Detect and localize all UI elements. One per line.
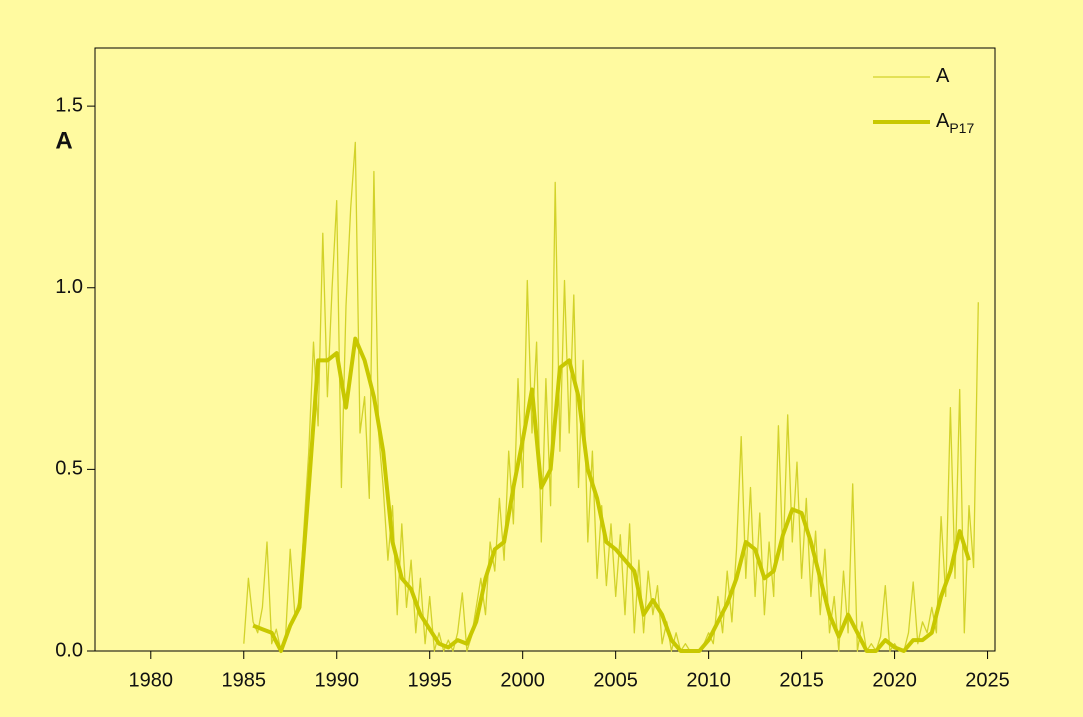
y-tick-label: 1.0 — [55, 276, 83, 298]
series-line — [252, 336, 971, 653]
y-tick-label: 1.5 — [55, 94, 83, 116]
y-axis-label: A — [55, 127, 72, 154]
x-tick-label: 2025 — [965, 669, 1010, 691]
legend-label: A — [936, 65, 950, 87]
x-tick-label: 2010 — [686, 669, 731, 691]
x-tick-label: 2020 — [872, 669, 917, 691]
legend-name: A — [936, 65, 950, 87]
legend-name: A — [936, 110, 950, 132]
x-tick-label: 2015 — [779, 669, 824, 691]
legend-label: AP17 — [936, 110, 974, 135]
y-tick-label: 0.0 — [55, 639, 83, 661]
x-tick-label: 1990 — [314, 669, 359, 691]
plot-frame — [94, 47, 996, 652]
y-tick-label: 0.5 — [55, 458, 83, 480]
x-tick-label: 1985 — [222, 669, 267, 691]
x-tick-label: 1995 — [407, 669, 452, 691]
series-line — [243, 141, 979, 652]
x-tick-label: 2000 — [500, 669, 545, 691]
x-tick-label: 2005 — [593, 669, 638, 691]
x-tick-label: 1980 — [129, 669, 174, 691]
legend-subscript: P17 — [949, 120, 974, 136]
